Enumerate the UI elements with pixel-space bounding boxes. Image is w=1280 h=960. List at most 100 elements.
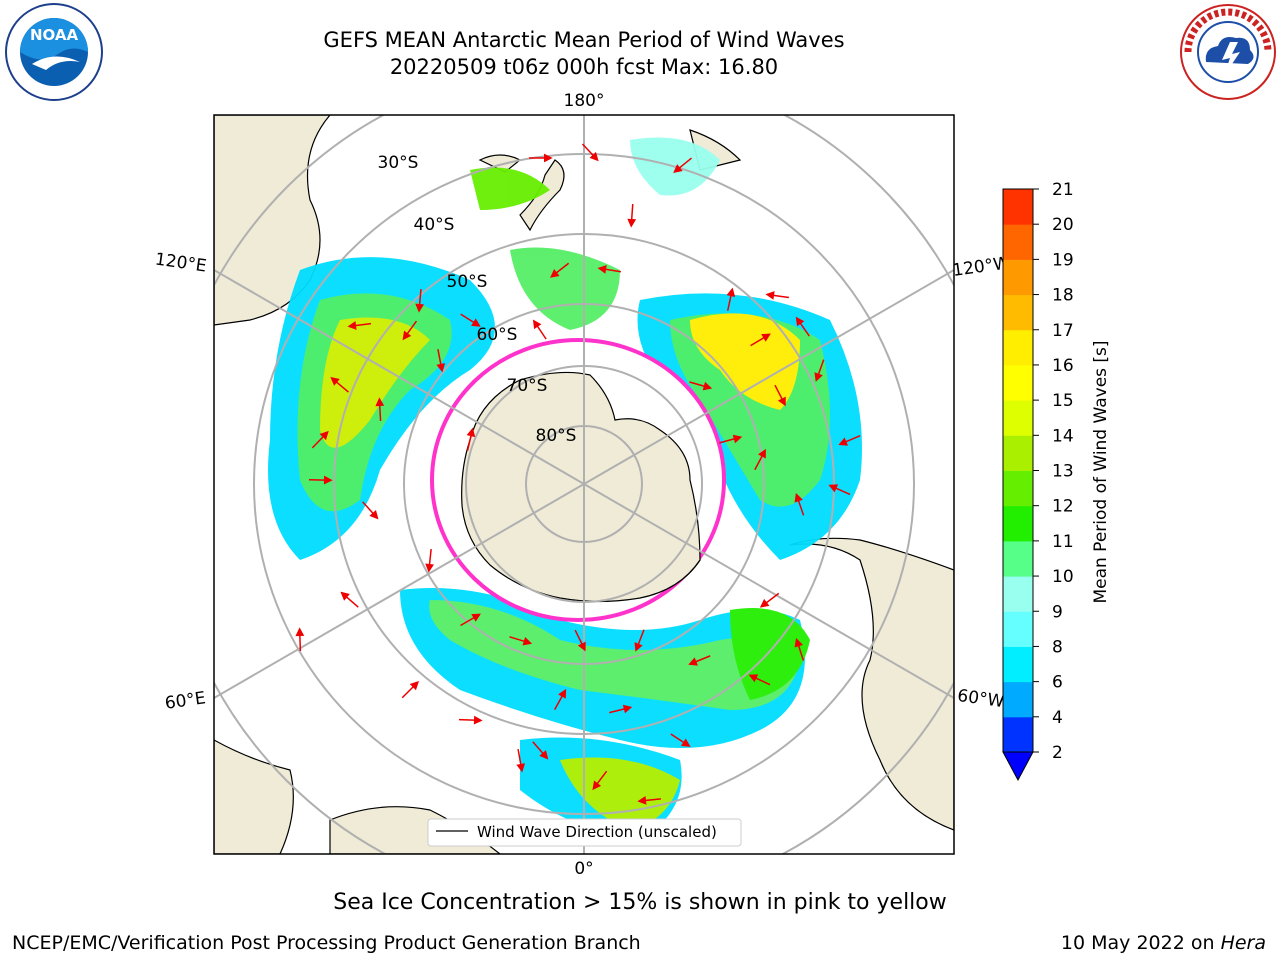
sea-ice-note: Sea Ice Concentration > 15% is shown in …	[333, 890, 947, 915]
colorbar-segment	[1003, 224, 1033, 260]
colorbar-segment	[1003, 716, 1033, 753]
colorbar: 2 4 6 8 9 10 11 12 13 14 15 16 17 18 19 20 21	[1002, 180, 1074, 782]
lat-label-30s: 30°S	[378, 153, 419, 173]
colorbar-segment	[1003, 646, 1033, 683]
wave-direction-arrowhead	[402, 330, 412, 341]
wave-direction-arrowhead	[622, 704, 633, 714]
wave-direction-arrows	[295, 143, 861, 805]
wave-direction-arrowhead	[473, 715, 483, 725]
wave-direction-arrowhead	[759, 598, 770, 608]
colorbar-segment	[1003, 470, 1033, 507]
lon-label-120e: 120°E	[154, 250, 208, 277]
lat-label-70s: 70°S	[507, 376, 548, 396]
wave-direction-arrowhead	[748, 674, 759, 683]
lat-label-50s: 50°S	[447, 272, 488, 292]
colorbar-segment	[1003, 681, 1033, 718]
wave-direction-arrowhead	[466, 427, 476, 438]
wave-direction-arrowhead	[794, 493, 803, 503]
colorbar-segment	[1003, 611, 1033, 647]
issue-date: 10 May 2022 on Hera	[1061, 932, 1266, 954]
colorbar-segment	[1003, 505, 1033, 542]
lon-label-60w: 60°W	[956, 686, 1005, 712]
graticule	[214, 115, 954, 854]
wave-direction-arrowhead	[726, 287, 736, 297]
wave-period-field	[268, 137, 862, 840]
wave-direction-arrowhead	[409, 681, 419, 691]
wave-direction-arrowhead	[592, 780, 602, 791]
issue-date-text: 10 May 2022 on	[1060, 932, 1221, 954]
wave-direction-arrowhead	[597, 265, 607, 274]
wave-direction-arrowhead	[471, 318, 481, 327]
wave-direction-arrowhead	[550, 269, 560, 278]
wave-direction-arrowhead	[838, 437, 849, 446]
wave-direction-arrowhead	[795, 316, 805, 327]
wave-direction-arrowhead	[539, 750, 549, 760]
colorbar-tick-label: 21	[1052, 180, 1074, 200]
colorbar-tick-label: 16	[1052, 356, 1074, 376]
lat-label-40s: 40°S	[414, 215, 455, 235]
wave-direction-arrowhead	[761, 333, 771, 342]
wave-direction-arrowhead	[323, 475, 333, 485]
wave-direction-arrowhead	[637, 796, 647, 805]
producer-branch: NCEP/EMC/Verification Post Processing Pr…	[12, 932, 641, 954]
colorbar-tick-label: 2	[1052, 743, 1063, 763]
wave-direction-arrowhead	[673, 164, 683, 173]
colorbar-segment	[1003, 576, 1033, 612]
colorbar-tick-label: 4	[1052, 708, 1063, 728]
wave-direction-arrowhead	[425, 563, 434, 573]
map-legend: Wind Wave Direction (unscaled)	[427, 818, 742, 847]
wave-direction-arrowhead	[295, 627, 305, 637]
colorbar-tick-label: 19	[1052, 250, 1074, 270]
wave-direction-arrowhead	[814, 372, 823, 382]
colorbar-extend-triangle	[1002, 751, 1034, 782]
wave-direction-arrowhead	[765, 291, 775, 300]
wave-direction-arrowhead	[577, 641, 586, 652]
colorbar-segment	[1003, 189, 1033, 225]
national-weather-service-logo-icon	[1180, 4, 1276, 100]
legend-label: Wind Wave Direction (unscaled)	[477, 823, 717, 841]
colorbar-label: Mean Period of Wind Waves [s]	[1091, 340, 1111, 603]
wave-direction-arrowhead	[436, 363, 446, 373]
colorbar-tick-label: 12	[1052, 497, 1074, 517]
wave-direction-arrowhead	[828, 484, 839, 493]
wave-direction-arrowhead	[634, 642, 643, 652]
wave-direction-arrowhead	[375, 397, 385, 407]
colorbar-tick-label: 15	[1052, 391, 1074, 411]
colorbar-segment	[1003, 364, 1033, 401]
chart-title-line-1: GEFS MEAN Antarctic Mean Period of Wind …	[323, 28, 845, 52]
colorbar-segment	[1003, 294, 1033, 331]
wave-direction-arrowhead	[330, 376, 340, 386]
wave-direction-arrowhead	[369, 510, 379, 520]
colorbar-segment	[1003, 540, 1033, 577]
wave-direction-arrowhead	[532, 319, 542, 330]
colorbar-segment	[1003, 400, 1033, 436]
wave-direction-arrowhead	[415, 303, 425, 313]
lon-label-120w: 120°W	[951, 253, 1011, 281]
wave-direction-arrowhead	[777, 396, 786, 407]
wave-direction-arrowhead	[347, 321, 357, 330]
colorbar-tick-label: 10	[1052, 567, 1074, 587]
wave-direction-arrowhead	[558, 688, 567, 699]
wave-direction-arrowhead	[340, 591, 350, 601]
host-name: Hera	[1220, 932, 1266, 954]
colorbar-tick-label: 20	[1052, 215, 1074, 235]
wave-direction-arrowhead	[757, 448, 766, 459]
wave-direction-arrowhead	[319, 430, 329, 441]
wave-direction-arrowhead	[522, 636, 533, 646]
chart-title-line-2: 20220509 t06z 000h fcst Max: 16.80	[389, 55, 779, 79]
colorbar-tick-label: 17	[1052, 321, 1074, 341]
lat-label-60s: 60°S	[477, 325, 518, 345]
colorbar-tick-label: 6	[1052, 673, 1063, 693]
colorbar-tick-label: 9	[1052, 602, 1063, 622]
wave-direction-arrowhead	[471, 613, 481, 622]
colorbar-segment	[1003, 435, 1033, 471]
wave-direction-arrowhead	[516, 763, 526, 773]
lon-label-0: 0°	[574, 859, 593, 879]
colorbar-segment	[1003, 259, 1033, 296]
lon-label-180: 180°	[564, 91, 605, 111]
map-frame	[213, 114, 955, 855]
noaa-logo-icon: NOAA	[5, 3, 103, 101]
wave-direction-arrowhead	[589, 151, 599, 162]
svg-text:NOAA: NOAA	[30, 26, 79, 44]
lon-label-60e: 60°E	[164, 688, 207, 713]
